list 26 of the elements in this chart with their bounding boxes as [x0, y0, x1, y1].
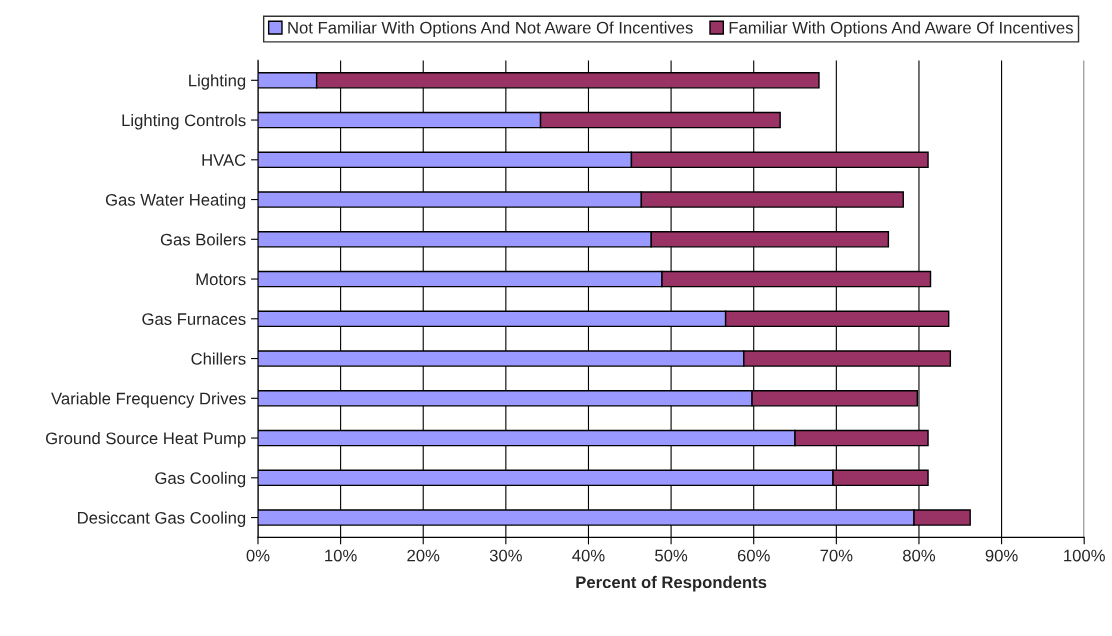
y-tick-label: Chillers — [191, 352, 246, 365]
x-tick-label: 20% — [407, 549, 440, 562]
legend-label: Not Familiar With Options And Not Aware Of Incentives — [288, 21, 693, 37]
x-tick-label: 80% — [903, 549, 936, 562]
y-tick-label: Variable Frequency Drives — [51, 392, 246, 408]
y-tick-label: Desiccant Gas Cooling — [78, 511, 246, 528]
y-tick-label: Motors — [196, 273, 246, 286]
y-tick-label: Gas Water Heating — [105, 193, 246, 210]
legend-label: Familiar With Options And Aware Of Incentives — [729, 21, 1073, 37]
x-tick-label: 50% — [655, 549, 688, 562]
y-tick-label: Gas Furnaces — [142, 313, 246, 325]
x-tick-label: 0% — [246, 549, 270, 562]
x-tick-label: 40% — [572, 549, 605, 562]
y-tick-label: Gas Cooling — [155, 471, 246, 488]
x-tick-label: 30% — [489, 549, 522, 562]
x-tick-label: 90% — [985, 549, 1018, 562]
x-tick-label: 70% — [820, 549, 853, 562]
x-tick-label: 10% — [325, 549, 357, 562]
y-tick-label: Gas Boilers — [160, 233, 246, 246]
y-tick-label: Ground Source Heat Pump — [46, 432, 246, 448]
x-tick-label: 100% — [1064, 549, 1105, 562]
y-tick-label: HVAC — [202, 154, 246, 166]
x-axis-title: Percent of Respondents — [576, 575, 767, 592]
y-tick-label: Lighting — [189, 74, 246, 90]
y-tick-label: Lighting Controls — [122, 114, 246, 130]
x-tick-label: 60% — [737, 549, 770, 562]
